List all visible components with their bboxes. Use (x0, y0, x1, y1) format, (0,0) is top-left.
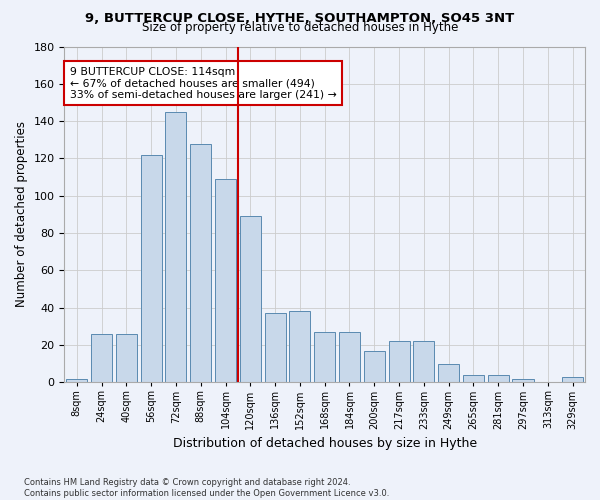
Text: 9, BUTTERCUP CLOSE, HYTHE, SOUTHAMPTON, SO45 3NT: 9, BUTTERCUP CLOSE, HYTHE, SOUTHAMPTON, … (85, 12, 515, 24)
Bar (289, 312, 310, 382)
Text: Contains HM Land Registry data © Crown copyright and database right 2024.
Contai: Contains HM Land Registry data © Crown c… (24, 478, 389, 498)
Bar (413, 342, 434, 382)
Bar (463, 375, 484, 382)
Bar (215, 179, 236, 382)
Bar (339, 332, 360, 382)
Bar (190, 144, 211, 382)
Bar (562, 376, 583, 382)
Bar (364, 350, 385, 382)
X-axis label: Distribution of detached houses by size in Hythe: Distribution of detached houses by size … (173, 437, 477, 450)
Bar (488, 375, 509, 382)
Text: 9 BUTTERCUP CLOSE: 114sqm
← 67% of detached houses are smaller (494)
33% of semi: 9 BUTTERCUP CLOSE: 114sqm ← 67% of detac… (70, 66, 337, 100)
Bar (91, 334, 112, 382)
Bar (512, 378, 533, 382)
Text: Size of property relative to detached houses in Hythe: Size of property relative to detached ho… (142, 22, 458, 35)
Bar (166, 112, 187, 382)
Bar (116, 334, 137, 382)
Bar (66, 378, 88, 382)
Bar (140, 154, 162, 382)
Bar (240, 216, 261, 382)
Bar (265, 314, 286, 382)
Bar (438, 364, 459, 382)
Y-axis label: Number of detached properties: Number of detached properties (15, 122, 28, 308)
Bar (389, 342, 410, 382)
Bar (314, 332, 335, 382)
